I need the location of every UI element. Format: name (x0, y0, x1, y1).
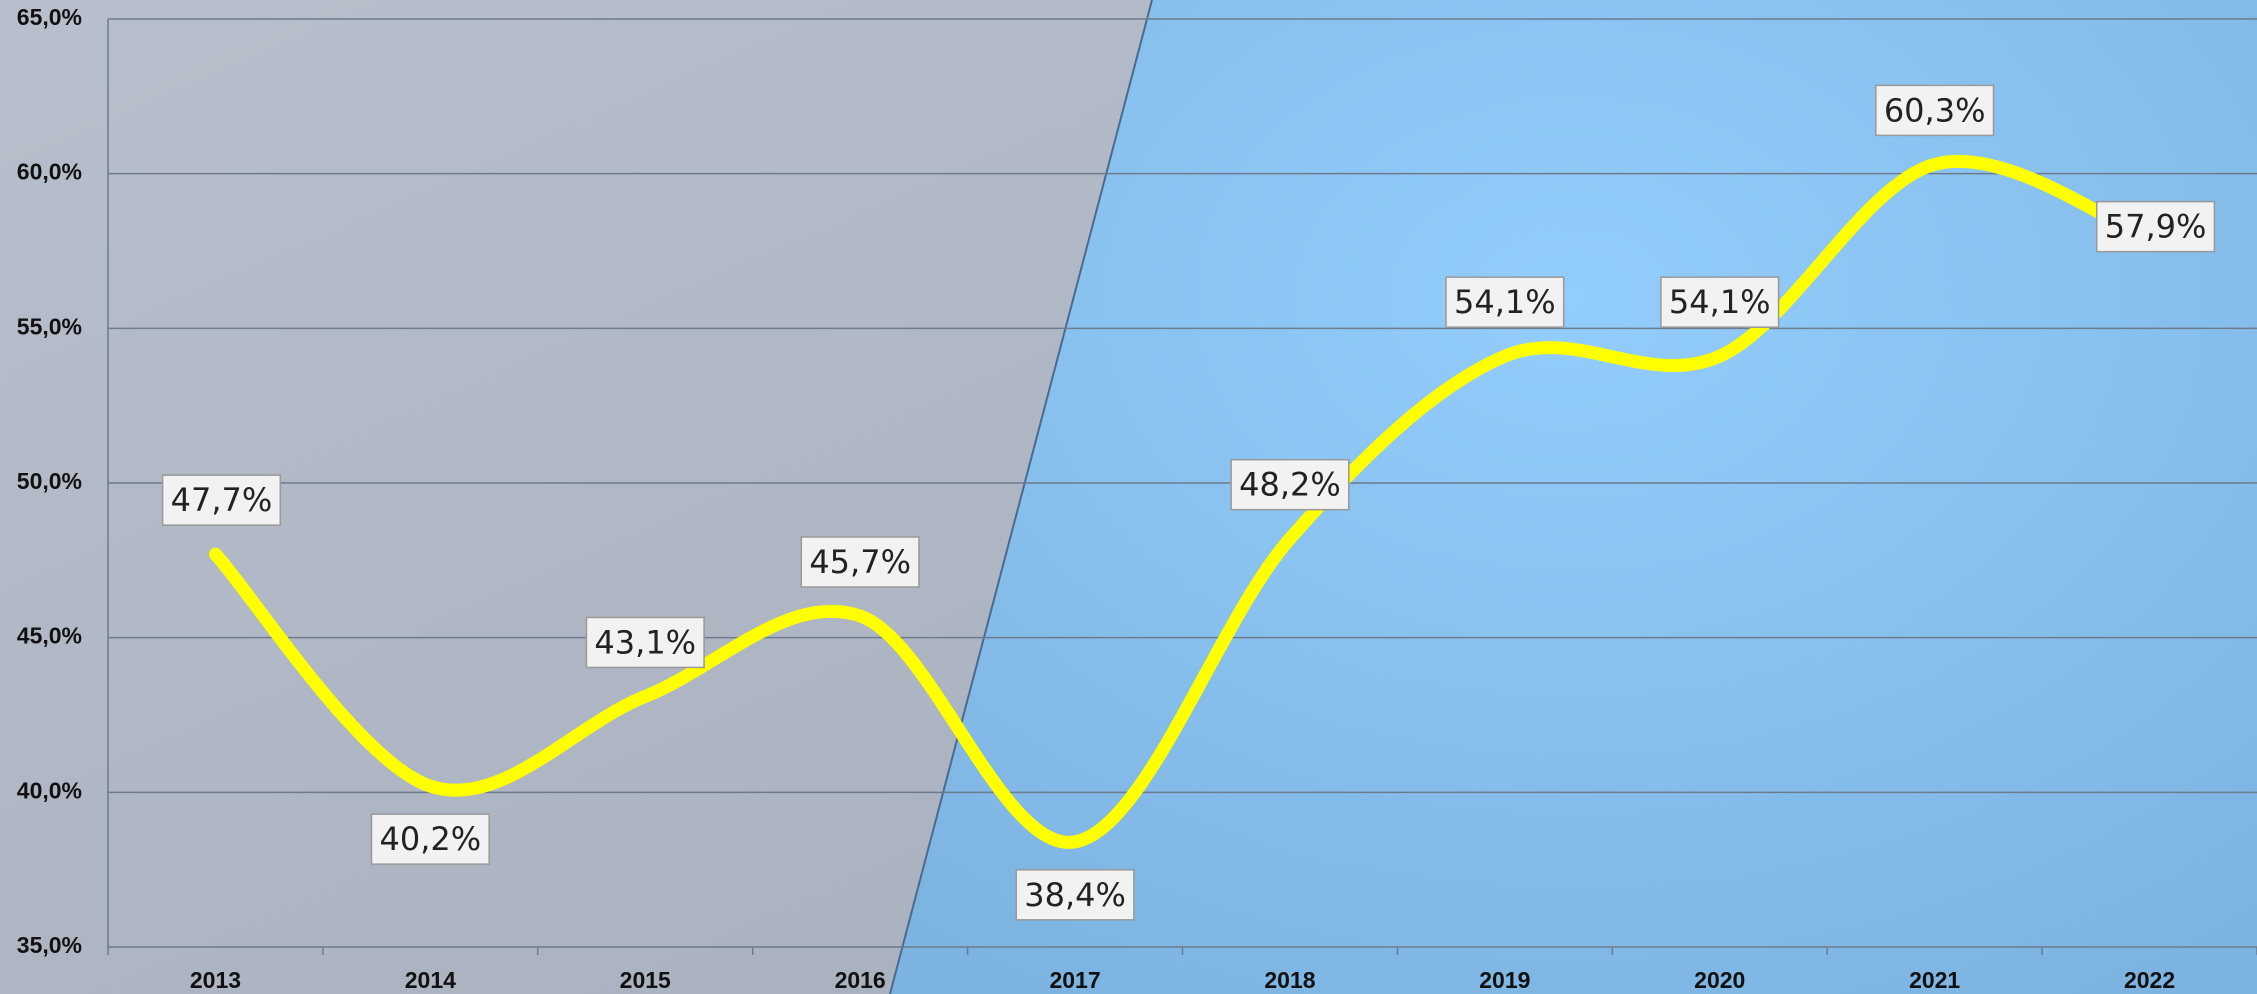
value-label: 57,9% (2095, 200, 2216, 253)
value-label: 38,4% (1015, 869, 1135, 921)
value-label: 40,2% (370, 813, 490, 865)
value-label-box (1445, 276, 1565, 328)
value-label-text: 38,4% (1024, 876, 1126, 914)
background-blue (890, 0, 2257, 994)
y-tick-label: 50,0% (17, 468, 82, 494)
value-label: 48,2% (1230, 458, 1350, 511)
x-tick-label: 2015 (620, 967, 671, 993)
y-tick-label: 65,0% (17, 4, 82, 30)
y-tick-label: 60,0% (17, 159, 82, 185)
x-tick-label: 2020 (1694, 967, 1745, 993)
value-label-box (1875, 84, 1995, 137)
value-label-box (2095, 200, 2216, 253)
value-label-text: 40,2% (380, 820, 482, 858)
x-tick-label: 2017 (1049, 967, 1100, 993)
value-label: 43,1% (585, 616, 705, 669)
value-label-text: 60,3% (1884, 91, 1986, 129)
divider (889, 0, 1153, 994)
line (208, 154, 2157, 849)
plot: 47,7% 40,2% 43,1% 45,7% 38,4% 48,2% 54,1% 54,1%… (161, 84, 2216, 921)
y-tick-label: 35,0% (17, 932, 82, 958)
value-label-text: 45,7% (809, 543, 911, 581)
value-label-box (1660, 276, 1780, 328)
value-label-text: 48,2% (1239, 466, 1341, 504)
x-tick-label: 2018 (1264, 967, 1315, 993)
value-label-box (370, 813, 490, 865)
value-label-text: 43,1% (594, 623, 696, 661)
value-label-text: 57,9% (2105, 208, 2207, 246)
value-label: 60,3% (1875, 84, 1995, 137)
value-label: 54,1% (1660, 276, 1780, 328)
value-label-box (1230, 458, 1350, 511)
x-tick-label: 2022 (2124, 967, 2175, 993)
x-tick-label: 2014 (405, 967, 456, 993)
value-label: 47,7% (161, 474, 282, 526)
y-tick-label: 45,0% (17, 623, 82, 649)
value-label-text: 54,1% (1669, 283, 1771, 321)
x-tick-label: 2013 (190, 967, 241, 993)
value-label-box (585, 616, 705, 669)
value-label-text: 47,7% (171, 481, 273, 519)
value-label: 54,1% (1445, 276, 1565, 328)
x-tick-label: 2019 (1479, 967, 1530, 993)
x-tick-label: 2021 (1909, 967, 1960, 993)
y-tick-label: 55,0% (17, 313, 82, 339)
value-label-box (800, 536, 920, 588)
y-tick-label: 40,0% (17, 777, 82, 803)
axes: 35,0% 40,0% 45,0% 50,0% 55,0% 60,0% 65,0% 2013 2… (17, 4, 2257, 993)
value-label-box (1015, 869, 1135, 921)
value-label-text: 54,1% (1454, 283, 1556, 321)
value-label: 45,7% (800, 536, 920, 588)
value-label-box (161, 474, 282, 526)
x-tick-label: 2016 (835, 967, 886, 993)
